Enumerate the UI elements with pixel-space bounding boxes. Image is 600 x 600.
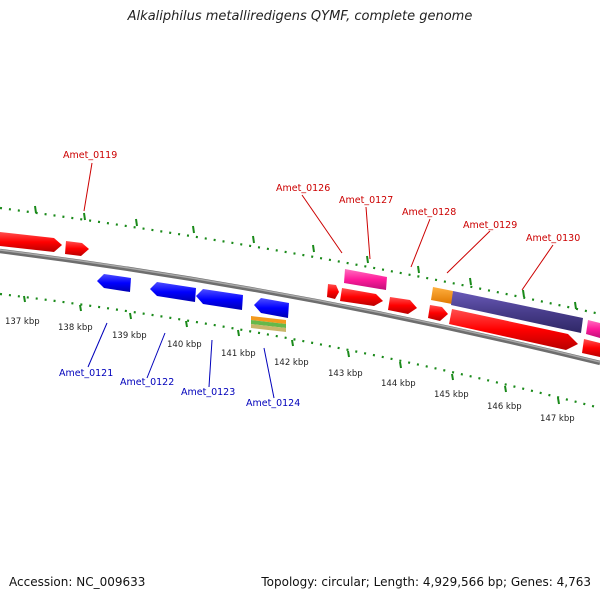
reverse-genes <box>97 274 289 332</box>
forward-genes <box>0 232 600 357</box>
kbp-label: 146 kbp <box>487 402 522 412</box>
gene-blue <box>97 274 131 292</box>
kbp-label: 143 kbp <box>328 369 363 379</box>
gene-red <box>0 232 62 252</box>
gene-label-amet-0121: Amet_0121 <box>59 368 113 379</box>
kbp-label: 137 kbp <box>5 317 40 327</box>
reverse-callouts <box>87 322 275 399</box>
gene-label-amet-0122: Amet_0122 <box>120 377 174 388</box>
gene-rna-tan <box>251 324 286 332</box>
gene-red <box>449 309 578 350</box>
gene-label-amet-0123: Amet_0123 <box>181 387 235 398</box>
map-title: Alkaliphilus metalliredigens QYMF, compl… <box>127 9 473 24</box>
kbp-labels: 137 kbp 138 kbp 139 kbp 140 kbp 141 kbp … <box>5 317 575 424</box>
gene-red <box>65 241 89 256</box>
reverse-gene-labels: Amet_0121 Amet_0122 Amet_0123 Amet_0124 <box>59 368 300 409</box>
genome-backbone <box>0 248 600 366</box>
gene-label-amet-0129: Amet_0129 <box>463 220 517 231</box>
gene-label-amet-0128: Amet_0128 <box>402 207 456 218</box>
gene-red <box>388 297 417 314</box>
outer-major-ticks <box>34 205 577 310</box>
gene-purple <box>451 291 583 333</box>
kbp-label: 140 kbp <box>167 340 202 350</box>
gene-pink <box>344 269 387 290</box>
kbp-label: 141 kbp <box>221 349 256 359</box>
kbp-label: 139 kbp <box>112 331 147 341</box>
gene-label-amet-0119: Amet_0119 <box>63 150 117 161</box>
gene-pink <box>586 320 600 338</box>
gene-rna-green <box>251 320 286 328</box>
kbp-label: 142 kbp <box>274 358 309 368</box>
genome-stats-text: Topology: circular; Length: 4,929,566 bp… <box>261 575 591 589</box>
gene-blue <box>254 298 289 318</box>
accession-text: Accession: NC_009633 <box>9 575 146 589</box>
gene-label-amet-0126: Amet_0126 <box>276 183 330 194</box>
gene-red <box>340 288 383 306</box>
inner-major-ticks <box>23 295 560 405</box>
kbp-label: 145 kbp <box>434 390 469 400</box>
kbp-label: 138 kbp <box>58 323 93 333</box>
outer-tick-ring <box>0 206 600 316</box>
kbp-label: 144 kbp <box>381 379 416 389</box>
gene-red <box>582 339 600 357</box>
forward-callouts <box>83 162 554 291</box>
forward-gene-labels: Amet_0119 Amet_0126 Amet_0127 Amet_0128 … <box>63 150 580 244</box>
gene-label-amet-0130: Amet_0130 <box>526 233 580 244</box>
gene-rna-orange <box>251 316 286 324</box>
gene-red <box>428 305 448 321</box>
gene-orange <box>431 287 453 304</box>
gene-label-amet-0127: Amet_0127 <box>339 195 393 206</box>
gene-blue <box>196 289 243 310</box>
gene-blue <box>150 282 196 302</box>
gene-red <box>327 284 339 299</box>
gene-label-amet-0124: Amet_0124 <box>246 398 300 409</box>
kbp-label: 147 kbp <box>540 414 575 424</box>
